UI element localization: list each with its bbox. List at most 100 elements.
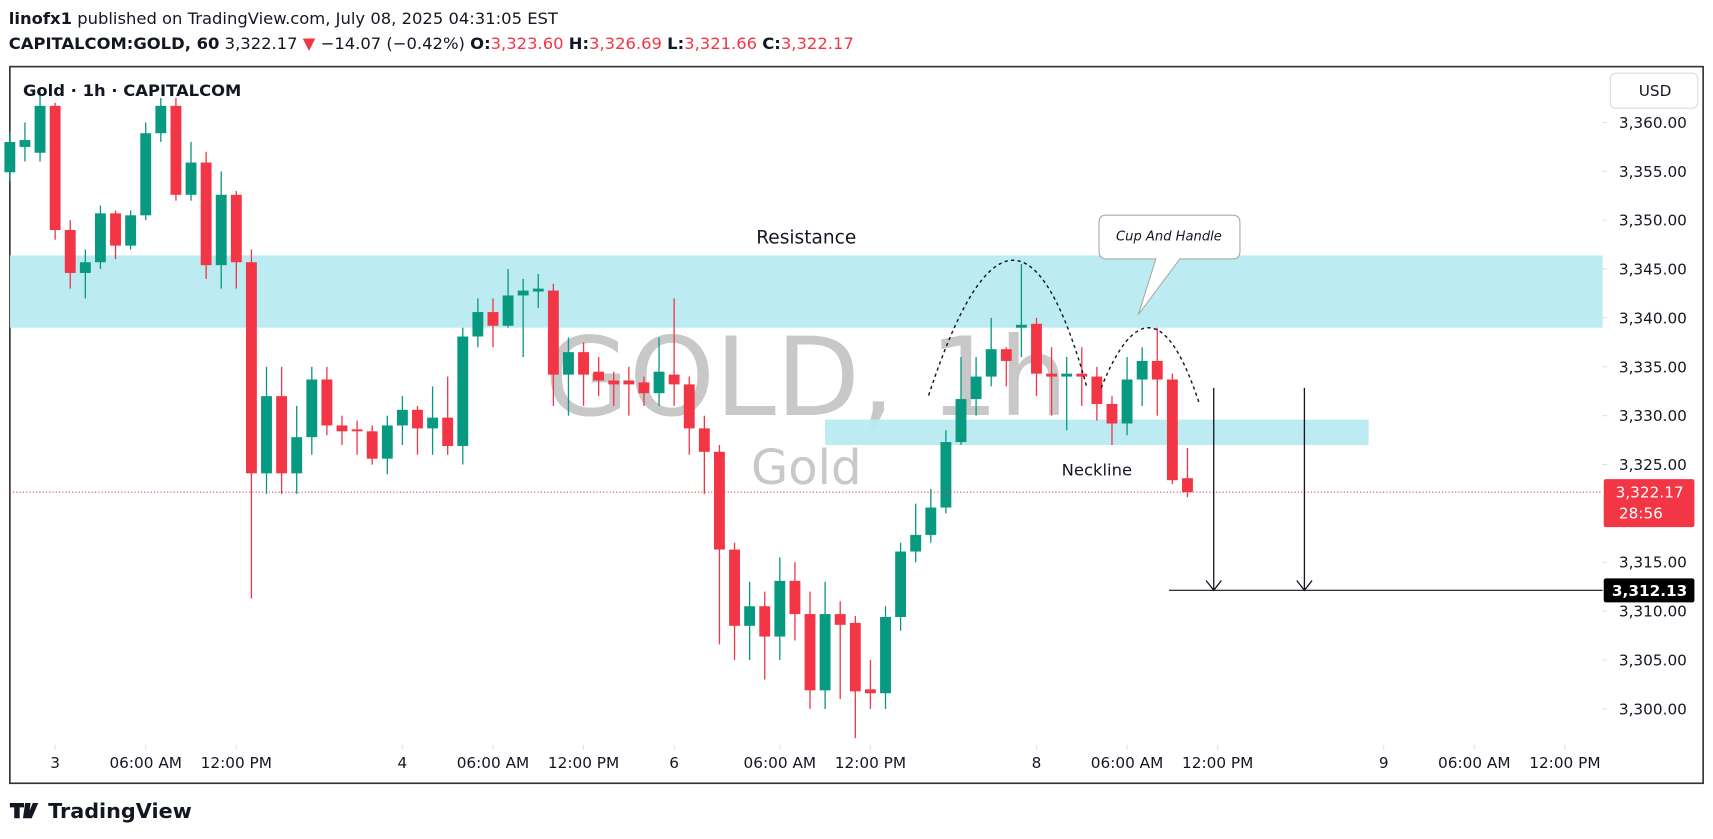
x-tick-label: 8 (1032, 754, 1042, 772)
value: 3,326.69 (589, 34, 662, 53)
candle-body (110, 213, 121, 246)
candle-body (517, 290, 529, 296)
candle-body (412, 409, 423, 429)
zone-label: Neckline (1062, 461, 1132, 480)
zone (825, 419, 1369, 445)
y-tick-label: 3,300.00 (1619, 700, 1687, 718)
candle-body (95, 213, 106, 263)
price: 3,322.17 (225, 34, 298, 53)
candle-body (79, 262, 91, 273)
candle-body (170, 105, 182, 195)
candle-body (1015, 324, 1027, 328)
candle-body (985, 349, 997, 377)
candle-body (698, 428, 710, 452)
candle-body (1182, 478, 1193, 493)
candle-body (880, 617, 891, 694)
candle-body (381, 425, 393, 459)
currency-box (1609, 72, 1699, 109)
y-tick-label: 3,345.00 (1619, 261, 1687, 279)
candle-body (261, 396, 272, 474)
candle-body (925, 507, 937, 535)
published: published on TradingView.com, July 08, 2… (77, 9, 559, 28)
candle-body (563, 352, 574, 375)
candle-body (1136, 360, 1148, 380)
label: O: (470, 34, 490, 53)
candle-body (442, 417, 454, 446)
candle-body (834, 614, 846, 625)
candle-body (849, 622, 861, 692)
x-tick-label: 4 (398, 754, 408, 772)
last-price-tag (1603, 479, 1695, 528)
candle-body (4, 142, 16, 173)
candle-body (804, 614, 816, 691)
candle-body (245, 262, 257, 474)
candle-body (759, 606, 771, 637)
candle-body (321, 379, 333, 426)
candle-body (955, 399, 967, 443)
x-tick-label: 12:00 PM (201, 754, 272, 772)
candle-body (200, 162, 212, 266)
candle-body (819, 614, 831, 691)
y-tick-label: 3,330.00 (1619, 407, 1687, 425)
x-tick-label: 6 (669, 754, 679, 772)
value: 3,323.60 (491, 34, 564, 53)
y-tick-label: 3,355.00 (1619, 163, 1687, 181)
y-tick-label: 3,350.00 (1619, 212, 1687, 230)
x-tick-label: 3 (50, 754, 60, 772)
candle-body (351, 429, 363, 432)
candle-body (276, 396, 288, 474)
x-tick-label: 06:00 AM (109, 754, 182, 772)
currency: USD (1639, 82, 1672, 100)
symbol: CAPITALCOM:GOLD, 60 (9, 34, 220, 53)
candle-body (1000, 349, 1012, 361)
candle-body (895, 551, 907, 618)
candle-body (64, 229, 76, 273)
y-tick-label: 3,305.00 (1619, 651, 1687, 669)
candle-body (34, 105, 46, 153)
candle-body (638, 382, 650, 394)
candle-body (366, 431, 378, 459)
y-tick-label: 3,340.00 (1619, 309, 1687, 327)
callout-box (1098, 214, 1241, 315)
candle-body (155, 105, 167, 134)
cup-arc (927, 259, 1088, 396)
candle-body (457, 336, 469, 446)
handle-arc (1100, 327, 1201, 405)
x-tick-label: 06:00 AM (457, 754, 530, 772)
candle-body (230, 194, 242, 263)
candle-body (729, 549, 740, 626)
candle-body (744, 606, 756, 626)
zone (9, 255, 1603, 328)
value: 3,321.66 (684, 34, 757, 53)
candle-body (185, 162, 197, 195)
target-tag (1603, 578, 1695, 603)
quote-line: CAPITALCOM:GOLD, 60 3,322.17 ▼ −14.07 (−… (9, 34, 854, 53)
callout-text: Cup And Handle (1116, 229, 1222, 244)
watermark-sub: Gold (751, 440, 861, 496)
change: −14.07 (−0.42%) (321, 34, 465, 53)
candle-body (1046, 373, 1058, 377)
candle-body (864, 689, 876, 694)
candle-body (215, 194, 227, 266)
target-label: 3,312.13 (1612, 582, 1687, 600)
x-tick-label: 06:00 AM (744, 754, 817, 772)
candle-body (19, 140, 31, 147)
candle-body (1061, 373, 1073, 377)
x-tick-label: 06:00 AM (1438, 754, 1511, 772)
candle-body (683, 384, 695, 429)
candle-body (472, 312, 484, 337)
x-tick-label: 12:00 PM (1182, 754, 1253, 772)
candle-body (1151, 360, 1163, 380)
candle-body (502, 295, 514, 326)
x-tick-label: 12:00 PM (548, 754, 619, 772)
candle-body (623, 380, 635, 385)
x-tick-label: 06:00 AM (1091, 754, 1164, 772)
candle-body (774, 580, 786, 637)
candle-body (49, 105, 61, 230)
arrow-head (1296, 580, 1313, 592)
arrow: ▼ (303, 34, 316, 53)
candle-body (668, 374, 680, 385)
y-tick-label: 3,335.00 (1619, 358, 1687, 376)
candle-body (125, 215, 137, 246)
